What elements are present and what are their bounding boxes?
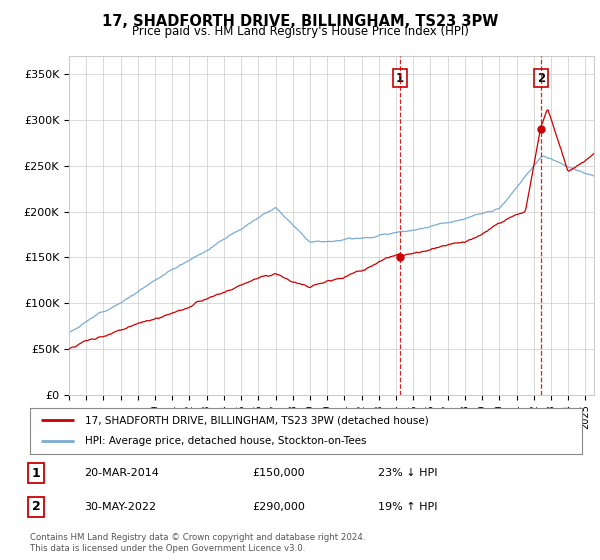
Text: 20-MAR-2014: 20-MAR-2014 <box>84 468 159 478</box>
Text: 2: 2 <box>537 72 545 85</box>
Text: 17, SHADFORTH DRIVE, BILLINGHAM, TS23 3PW: 17, SHADFORTH DRIVE, BILLINGHAM, TS23 3P… <box>102 14 498 29</box>
Text: £150,000: £150,000 <box>252 468 305 478</box>
Text: Contains HM Land Registry data © Crown copyright and database right 2024.
This d: Contains HM Land Registry data © Crown c… <box>30 533 365 553</box>
Text: 2: 2 <box>32 500 40 514</box>
Text: 19% ↑ HPI: 19% ↑ HPI <box>378 502 437 512</box>
Text: 1: 1 <box>395 72 404 85</box>
Text: HPI: Average price, detached house, Stockton-on-Tees: HPI: Average price, detached house, Stoc… <box>85 436 367 446</box>
Text: 1: 1 <box>32 466 40 480</box>
Text: 17, SHADFORTH DRIVE, BILLINGHAM, TS23 3PW (detached house): 17, SHADFORTH DRIVE, BILLINGHAM, TS23 3P… <box>85 415 429 425</box>
Text: 23% ↓ HPI: 23% ↓ HPI <box>378 468 437 478</box>
Text: £290,000: £290,000 <box>252 502 305 512</box>
Text: 30-MAY-2022: 30-MAY-2022 <box>84 502 156 512</box>
Text: Price paid vs. HM Land Registry's House Price Index (HPI): Price paid vs. HM Land Registry's House … <box>131 25 469 38</box>
